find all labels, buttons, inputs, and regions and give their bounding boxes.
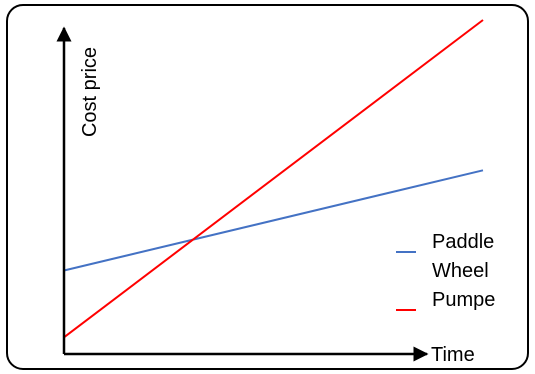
x-axis-label: Time [431, 344, 475, 366]
chart-frame [6, 4, 529, 370]
legend-label-pumpe: Pumpe [432, 289, 495, 311]
y-axis-label: Cost price [79, 47, 101, 137]
legend: Paddle Wheel Pumpe [396, 231, 495, 311]
series-line-pumpe [63, 19, 484, 339]
legend-label-paddle-wheel: Paddle Wheel [432, 231, 494, 282]
series-line-paddle-wheel [63, 169, 484, 272]
series-group [63, 19, 484, 339]
